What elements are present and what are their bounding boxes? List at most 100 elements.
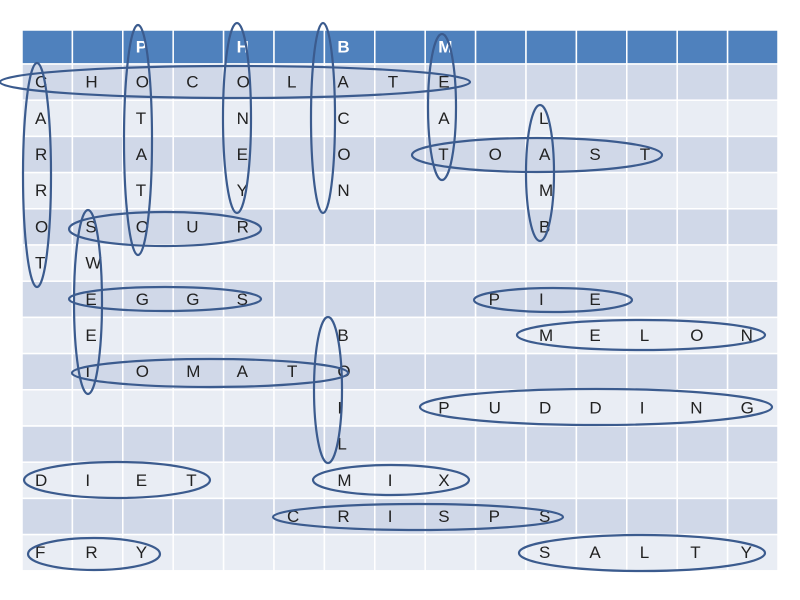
letter: D <box>539 398 551 417</box>
letter: T <box>287 362 297 381</box>
cell <box>575 352 628 391</box>
circle <box>515 318 767 352</box>
cell <box>374 316 426 355</box>
cell <box>374 135 426 174</box>
letter: I <box>85 471 90 490</box>
cell <box>273 208 326 246</box>
cell <box>122 316 174 355</box>
letter: P <box>438 398 449 417</box>
cell <box>21 389 74 427</box>
circle <box>67 210 263 248</box>
letter: C <box>186 73 198 92</box>
cell <box>424 99 477 138</box>
cell <box>676 99 729 138</box>
letter: X <box>438 471 449 490</box>
cell <box>71 533 124 572</box>
cell <box>172 316 225 355</box>
letter: U <box>186 217 198 236</box>
cell <box>374 99 426 138</box>
cell <box>71 497 124 536</box>
cell <box>172 497 225 536</box>
cell <box>726 63 779 101</box>
circle <box>472 286 634 314</box>
cell <box>323 280 376 319</box>
cell <box>424 533 477 572</box>
cell <box>575 208 628 246</box>
letter: O <box>690 326 703 345</box>
cell <box>21 316 74 355</box>
cell <box>626 497 678 536</box>
circle <box>524 103 556 243</box>
letter: O <box>136 73 149 92</box>
letter: Y <box>741 543 752 562</box>
letter: R <box>337 507 349 526</box>
cell <box>21 497 74 536</box>
cell <box>726 171 779 210</box>
letter: M <box>539 326 553 345</box>
cell <box>273 135 326 174</box>
circle <box>426 32 458 182</box>
cell <box>172 425 225 463</box>
letter: E <box>589 326 600 345</box>
letter: L <box>640 326 649 345</box>
cell <box>424 280 477 319</box>
letter: E <box>85 326 96 345</box>
circle <box>221 21 253 215</box>
cell <box>424 244 477 282</box>
cell <box>122 425 174 463</box>
cell <box>626 533 678 572</box>
circle <box>410 136 664 174</box>
header-cell <box>474 29 527 65</box>
letters: P H B MC H O C O L A T EA T N C A LR A E O T O A S TR T Y N MO S O U R BT… <box>35 37 754 562</box>
letter: H <box>85 73 97 92</box>
cell <box>374 352 426 391</box>
circle <box>26 536 162 572</box>
letter: E <box>136 471 147 490</box>
header-letter: P <box>136 37 147 56</box>
cell <box>424 171 477 210</box>
cell <box>676 425 729 463</box>
cell <box>474 135 527 174</box>
letter: L <box>337 435 346 454</box>
cell <box>122 497 174 536</box>
cell <box>726 244 779 282</box>
letter: C <box>337 109 349 128</box>
letter: O <box>237 73 250 92</box>
letter: M <box>539 181 553 200</box>
cell <box>424 63 477 101</box>
header-cell <box>374 29 426 65</box>
letter: S <box>438 507 449 526</box>
letter: E <box>237 145 248 164</box>
letter: N <box>337 181 349 200</box>
cell <box>273 389 326 427</box>
letter: U <box>489 398 501 417</box>
letter: D <box>589 398 601 417</box>
cell <box>575 533 628 572</box>
cell <box>676 208 729 246</box>
cell <box>474 425 527 463</box>
cell <box>726 389 779 427</box>
cell <box>273 63 326 101</box>
letter: N <box>690 398 702 417</box>
letter: T <box>640 145 650 164</box>
cell <box>626 208 678 246</box>
cell <box>222 425 275 463</box>
circle <box>122 23 154 257</box>
cell <box>222 533 275 572</box>
cell <box>323 352 376 391</box>
cell <box>71 135 124 174</box>
cell <box>323 208 376 246</box>
letter: E <box>589 290 600 309</box>
circle <box>22 460 212 500</box>
letter: S <box>589 145 600 164</box>
cell <box>172 244 225 282</box>
cell <box>525 135 578 174</box>
letter: E <box>85 290 96 309</box>
cell <box>575 244 628 282</box>
cell <box>626 389 678 427</box>
letter: A <box>438 109 450 128</box>
cell <box>474 208 527 246</box>
cell <box>474 63 527 101</box>
cell <box>21 171 74 210</box>
cell <box>172 533 225 572</box>
